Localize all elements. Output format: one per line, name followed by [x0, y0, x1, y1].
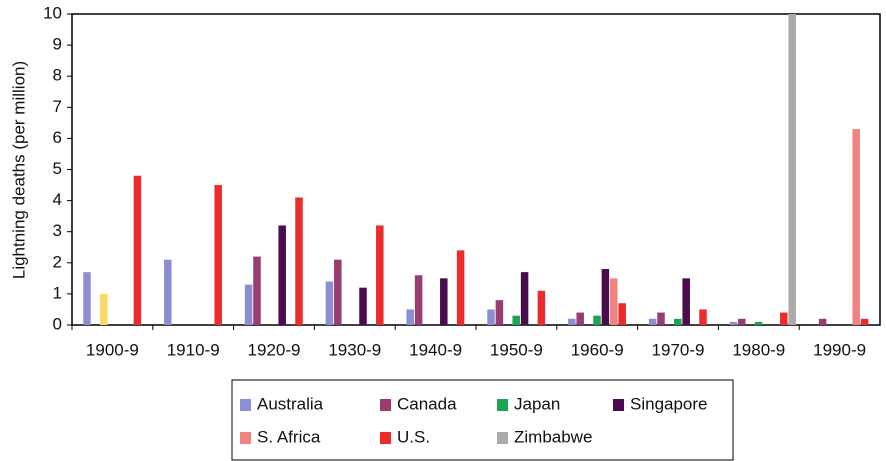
bar — [440, 278, 448, 325]
legend-label: Japan — [514, 394, 560, 413]
bar — [818, 318, 827, 325]
x-tick-label: 1950-9 — [490, 340, 543, 359]
x-tick-label: 1960-9 — [571, 340, 624, 359]
y-tick-label: 6 — [53, 128, 62, 147]
y-tick-label: 9 — [53, 35, 62, 54]
bar — [512, 315, 520, 325]
legend-label: S. Africa — [257, 427, 321, 446]
y-tick-label: 2 — [53, 252, 62, 271]
bar — [278, 225, 286, 325]
bar — [414, 275, 423, 325]
bar — [133, 175, 142, 325]
bar — [754, 321, 763, 325]
bar — [576, 312, 584, 325]
bar — [334, 259, 342, 325]
legend-swatch — [380, 432, 391, 444]
legend-swatch — [497, 432, 508, 444]
bar — [860, 318, 869, 325]
bar — [520, 272, 529, 325]
bar — [657, 312, 665, 325]
bar — [788, 14, 796, 325]
legend-swatch — [240, 432, 251, 444]
bar — [729, 321, 738, 325]
bar — [244, 284, 253, 325]
bar — [852, 129, 860, 325]
y-tick-label: 3 — [53, 221, 62, 240]
x-tick-label: 1990-9 — [813, 340, 866, 359]
bar — [487, 309, 495, 325]
bar — [648, 318, 657, 325]
x-tick-label: 1910-9 — [167, 340, 220, 359]
bar — [780, 312, 788, 325]
bar — [618, 303, 626, 325]
bar — [456, 250, 465, 325]
bar — [83, 272, 91, 325]
bar — [699, 309, 707, 325]
bar — [682, 278, 690, 325]
legend-label: Singapore — [630, 394, 708, 413]
bar — [214, 185, 222, 325]
y-tick-label: 5 — [53, 159, 62, 178]
bar — [376, 225, 384, 325]
y-tick-label: 4 — [53, 190, 62, 209]
x-tick-label: 1970-9 — [652, 340, 705, 359]
legend-label: Zimbabwe — [514, 427, 592, 446]
legend-swatch — [613, 399, 624, 411]
y-tick-label: 7 — [53, 97, 62, 116]
x-tick-label: 1900-9 — [86, 340, 139, 359]
x-tick-label: 1940-9 — [409, 340, 462, 359]
legend-swatch — [497, 399, 508, 411]
legend-label: Australia — [257, 394, 324, 413]
y-tick-label: 8 — [53, 66, 62, 85]
x-tick-label: 1930-9 — [328, 340, 381, 359]
bar — [495, 300, 504, 325]
legend-swatch — [380, 399, 391, 411]
bar — [537, 290, 546, 325]
bar — [359, 287, 367, 325]
bar — [100, 293, 108, 325]
bar — [738, 318, 746, 325]
y-axis-label: Lightning deaths (per million) — [9, 61, 28, 279]
bar — [601, 269, 610, 325]
legend-label: U.S. — [397, 427, 430, 446]
bar — [406, 309, 414, 325]
x-tick-label: 1920-9 — [248, 340, 301, 359]
legend-box — [231, 379, 734, 461]
legend-label: Canada — [397, 394, 457, 413]
y-tick-label: 10 — [43, 3, 62, 22]
y-tick-label: 0 — [53, 314, 62, 333]
x-tick-label: 1980-9 — [732, 340, 785, 359]
bar — [164, 259, 172, 325]
bar — [674, 318, 682, 325]
bar — [295, 197, 303, 325]
bar — [253, 256, 261, 325]
bar — [325, 281, 334, 325]
y-tick-label: 1 — [53, 283, 62, 302]
bar — [610, 278, 618, 325]
bar — [593, 315, 601, 325]
legend-swatch — [240, 399, 251, 411]
bar — [568, 318, 576, 325]
plot-frame — [71, 13, 881, 326]
